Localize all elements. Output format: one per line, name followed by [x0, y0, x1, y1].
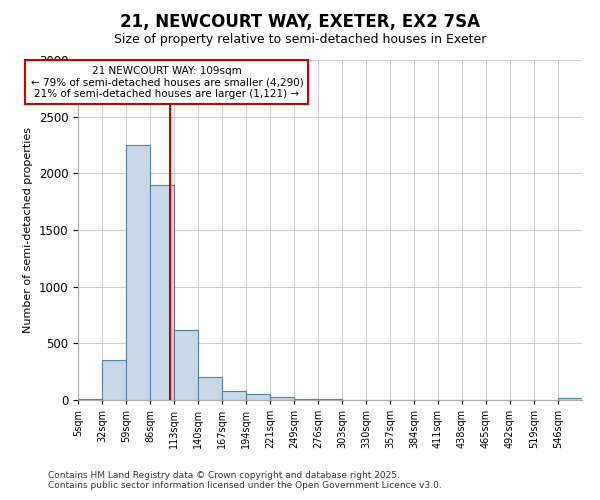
Bar	[270, 397, 294, 400]
Bar	[126, 145, 150, 400]
Bar	[222, 391, 246, 400]
Bar	[246, 394, 270, 400]
Bar	[558, 398, 582, 400]
Bar	[102, 360, 126, 400]
Text: 21 NEWCOURT WAY: 109sqm
← 79% of semi-detached houses are smaller (4,290)
21% of: 21 NEWCOURT WAY: 109sqm ← 79% of semi-de…	[31, 66, 303, 99]
Text: Contains HM Land Registry data © Crown copyright and database right 2025.
Contai: Contains HM Land Registry data © Crown c…	[48, 470, 442, 490]
Bar	[198, 378, 222, 400]
Bar	[294, 399, 318, 400]
Bar	[150, 184, 174, 400]
Y-axis label: Number of semi-detached properties: Number of semi-detached properties	[23, 127, 33, 333]
Text: Size of property relative to semi-detached houses in Exeter: Size of property relative to semi-detach…	[114, 32, 486, 46]
Text: 21, NEWCOURT WAY, EXETER, EX2 7SA: 21, NEWCOURT WAY, EXETER, EX2 7SA	[120, 12, 480, 30]
Bar	[174, 330, 198, 400]
